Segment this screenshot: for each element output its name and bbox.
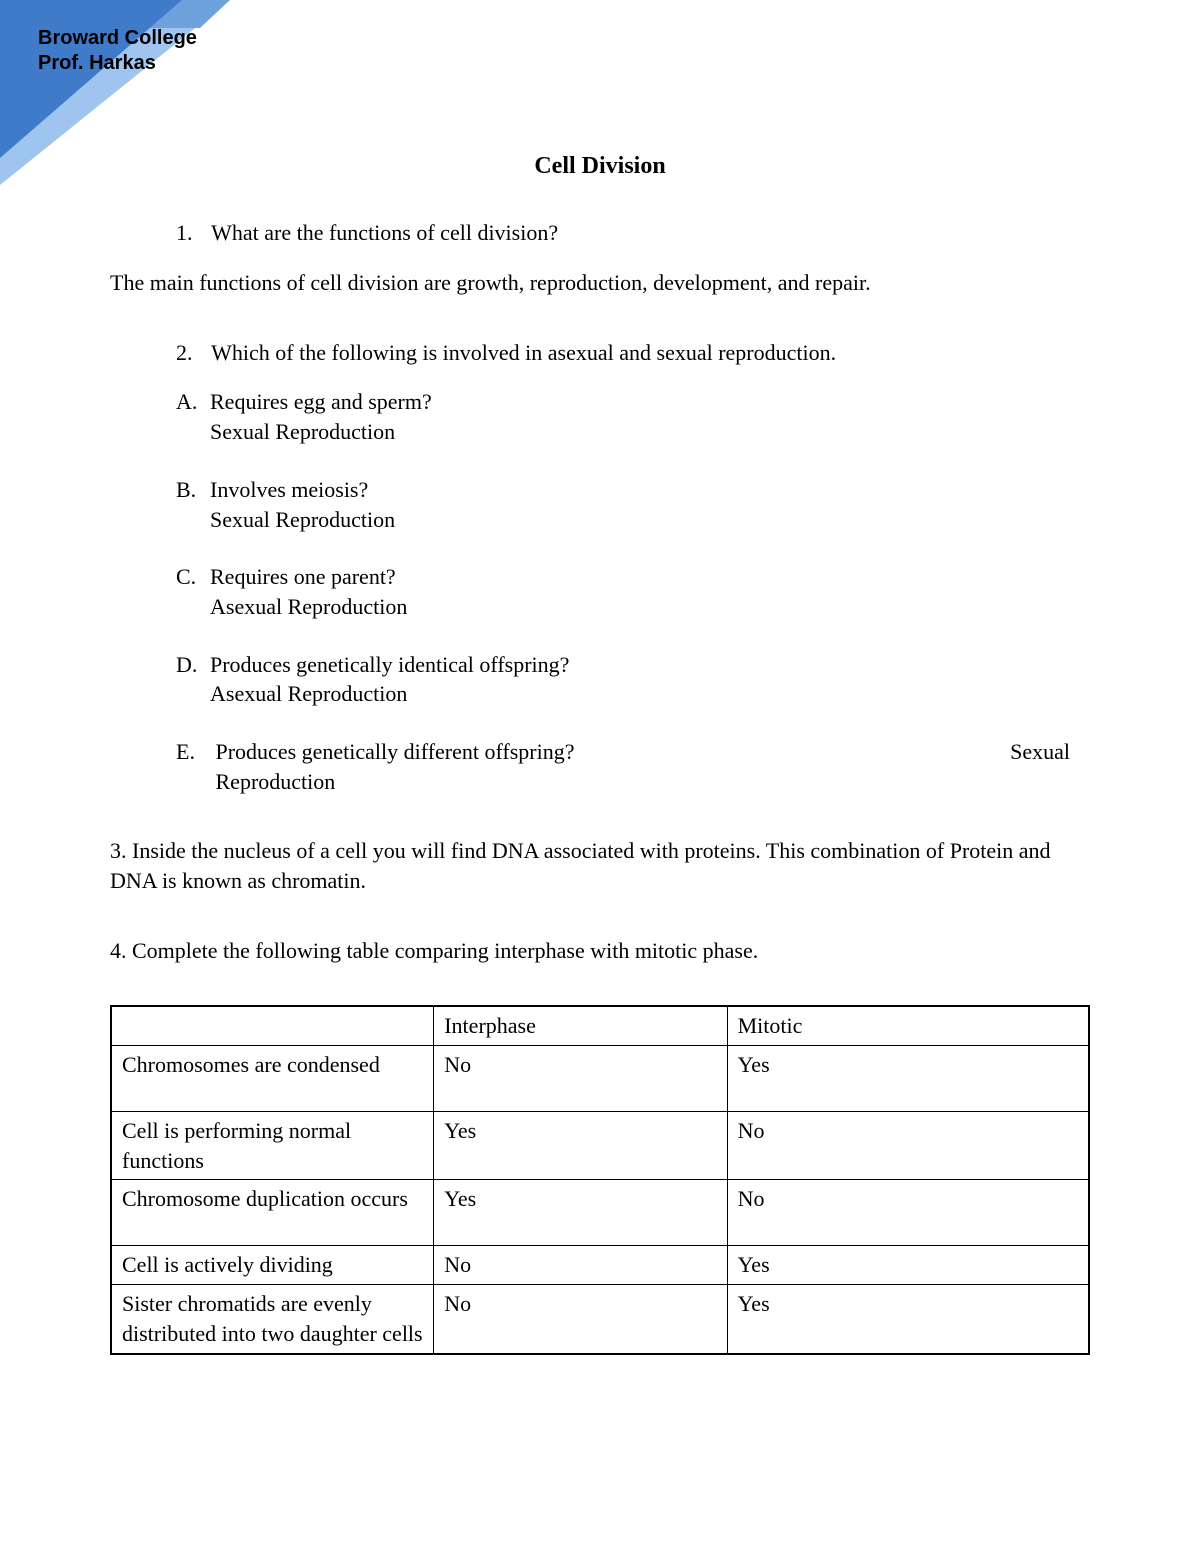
- option-answer: Asexual Reproduction: [210, 679, 1090, 709]
- table-header-row: Interphase Mitotic: [111, 1006, 1089, 1045]
- row-interphase: No: [434, 1246, 727, 1285]
- row-interphase: No: [434, 1285, 727, 1354]
- question-4: 4. Complete the following table comparin…: [110, 936, 1090, 966]
- option-answer: Sexual Reproduction: [210, 505, 1090, 535]
- question-1: 1. What are the functions of cell divisi…: [110, 218, 1090, 248]
- row-label: Sister chromatids are evenly distributed…: [111, 1285, 434, 1354]
- option-letter: C.: [176, 562, 210, 592]
- row-label: Cell is performing normal functions: [111, 1112, 434, 1180]
- option-answer: Asexual Reproduction: [210, 592, 1090, 622]
- table-row: Cell is actively dividingNoYes: [111, 1246, 1089, 1285]
- option-question: Requires egg and sperm?: [210, 387, 1090, 417]
- option-letter: E.: [176, 737, 210, 767]
- option-question: Produces genetically different offspring…: [216, 737, 866, 767]
- table-row: Chromosome duplication occursYesNo: [111, 1180, 1089, 1246]
- row-mitotic: No: [727, 1180, 1089, 1246]
- row-label: Chromosome duplication occurs: [111, 1180, 434, 1246]
- comparison-table: Interphase Mitotic Chromosomes are conde…: [110, 1005, 1090, 1354]
- table-row: Chromosomes are condensedNoYes: [111, 1046, 1089, 1112]
- q2-option: A.Requires egg and sperm?Sexual Reproduc…: [176, 387, 1090, 446]
- option-answer: Sexual Reproduction: [210, 417, 1090, 447]
- option-question: Requires one parent?: [210, 562, 1090, 592]
- row-interphase: No: [434, 1046, 727, 1112]
- q2-option: C.Requires one parent?Asexual Reproducti…: [176, 562, 1090, 621]
- q2-number: 2.: [176, 338, 206, 368]
- option-answer-right: Sexual: [1010, 737, 1070, 767]
- document-body: Cell Division 1. What are the functions …: [0, 0, 1200, 1415]
- table-header-blank: [111, 1006, 434, 1045]
- table-row: Sister chromatids are evenly distributed…: [111, 1285, 1089, 1354]
- option-letter: B.: [176, 475, 210, 505]
- q2-text: Which of the following is involved in as…: [211, 340, 836, 365]
- question-3: 3. Inside the nucleus of a cell you will…: [110, 836, 1090, 895]
- row-label: Chromosomes are condensed: [111, 1046, 434, 1112]
- table-row: Cell is performing normal functionsYesNo: [111, 1112, 1089, 1180]
- table-header-mitotic: Mitotic: [727, 1006, 1089, 1045]
- option-question: Produces genetically identical offspring…: [210, 650, 1090, 680]
- header-line-2: Prof. Harkas: [38, 51, 197, 76]
- q2-option: B.Involves meiosis?Sexual Reproduction: [176, 475, 1090, 534]
- row-mitotic: Yes: [727, 1046, 1089, 1112]
- header-text: Broward College Prof. Harkas: [38, 26, 197, 76]
- page: Broward College Prof. Harkas Cell Divisi…: [0, 0, 1200, 1553]
- header-line-1: Broward College: [38, 26, 197, 51]
- row-label: Cell is actively dividing: [111, 1246, 434, 1285]
- q1-answer: The main functions of cell division are …: [110, 268, 1090, 298]
- option-answer-line2: Reproduction: [216, 767, 866, 797]
- row-mitotic: Yes: [727, 1246, 1089, 1285]
- q1-text: What are the functions of cell division?: [211, 220, 558, 245]
- row-interphase: Yes: [434, 1180, 727, 1246]
- q2-option: D.Produces genetically identical offspri…: [176, 650, 1090, 709]
- row-interphase: Yes: [434, 1112, 727, 1180]
- option-letter: D.: [176, 650, 210, 680]
- question-2: 2. Which of the following is involved in…: [110, 338, 1090, 368]
- table-header-interphase: Interphase: [434, 1006, 727, 1045]
- q2-options: A.Requires egg and sperm?Sexual Reproduc…: [110, 387, 1090, 796]
- q1-number: 1.: [176, 218, 206, 248]
- option-question: Involves meiosis?: [210, 475, 1090, 505]
- option-letter: A.: [176, 387, 210, 417]
- row-mitotic: No: [727, 1112, 1089, 1180]
- q2-option-e: E. Produces genetically different offspr…: [176, 737, 1090, 796]
- row-mitotic: Yes: [727, 1285, 1089, 1354]
